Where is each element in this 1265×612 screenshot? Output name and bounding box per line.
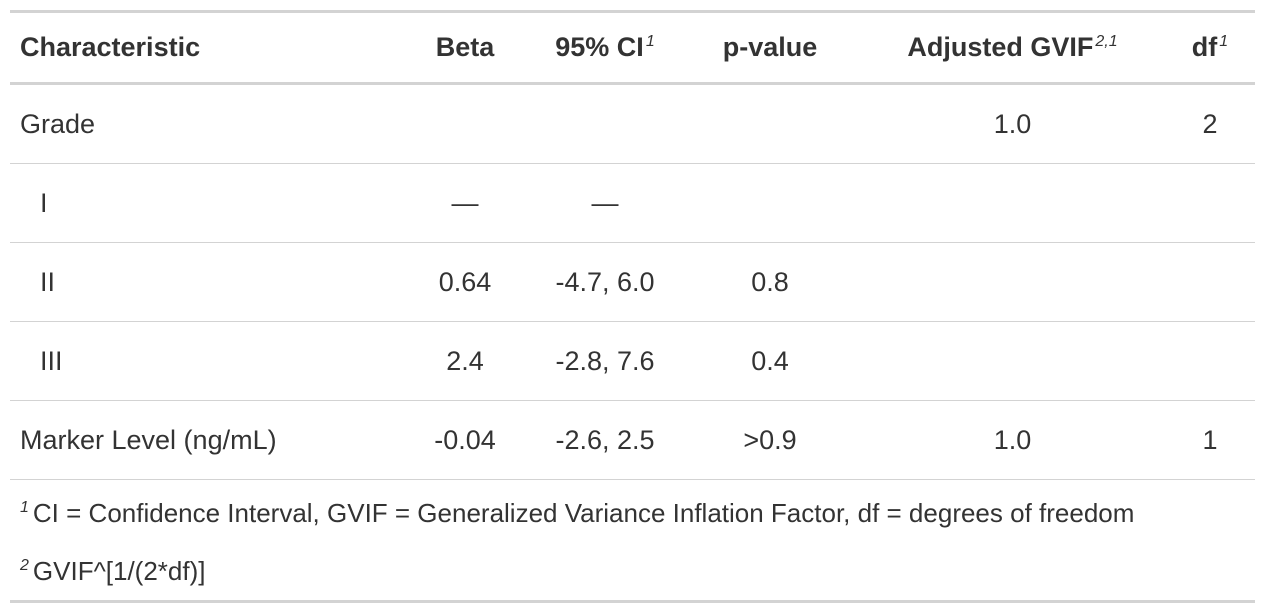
table-cell: 0.4 bbox=[680, 321, 860, 401]
table-cell bbox=[400, 83, 530, 164]
footnote-row: 1 CI = Confidence Interval, GVIF = Genera… bbox=[10, 480, 1255, 543]
footnote-mark: 1 bbox=[645, 33, 655, 50]
footnote-mark: 1 bbox=[20, 498, 29, 516]
table-row: Grade 1.0 2 bbox=[10, 83, 1255, 164]
footnote-mark: 1 bbox=[1219, 33, 1229, 50]
table-cell: I bbox=[10, 163, 400, 243]
table-cell: 1 bbox=[1165, 400, 1255, 480]
column-label: Characteristic bbox=[20, 32, 201, 62]
table-cell bbox=[860, 242, 1165, 322]
table-cell bbox=[1165, 242, 1255, 322]
footnote: 1 CI = Confidence Interval, GVIF = Genera… bbox=[10, 480, 1255, 543]
table-cell: >0.9 bbox=[680, 400, 860, 480]
table-cell: 1.0 bbox=[860, 83, 1165, 164]
table-cell bbox=[1165, 321, 1255, 401]
column-label: df bbox=[1191, 32, 1218, 62]
footnote-row: 2 GVIF^[1/(2*df)] bbox=[10, 542, 1255, 602]
table-row: II 0.64 -4.7, 6.0 0.8 bbox=[10, 242, 1255, 322]
table-footnotes: 1 CI = Confidence Interval, GVIF = Genera… bbox=[10, 480, 1255, 602]
table-cell: -4.7, 6.0 bbox=[530, 242, 680, 322]
table-cell: 2 bbox=[1165, 83, 1255, 164]
column-header: Adjusted GVIF 2,1 bbox=[860, 11, 1165, 85]
column-label: 95% CI bbox=[555, 32, 644, 62]
regression-table: Characteristic Beta 95% CI 1 p-value Adjusted… bbox=[10, 10, 1255, 603]
footnote-mark: 2 bbox=[20, 556, 29, 574]
table-cell: — bbox=[530, 163, 680, 243]
table-row: I — — bbox=[10, 163, 1255, 243]
table-body: Grade 1.0 2 I — — II 0.64 -4.7, 6.0 0.8 III 2.4 -2.8… bbox=[10, 83, 1255, 480]
table-cell: — bbox=[400, 163, 530, 243]
table-cell bbox=[680, 83, 860, 164]
column-header: df 1 bbox=[1165, 11, 1255, 85]
table-cell bbox=[680, 163, 860, 243]
table-cell: 0.8 bbox=[680, 242, 860, 322]
table-cell: -2.6, 2.5 bbox=[530, 400, 680, 480]
table-cell bbox=[860, 163, 1165, 243]
column-header: Characteristic bbox=[10, 11, 400, 85]
table-cell: -0.04 bbox=[400, 400, 530, 480]
column-header: p-value bbox=[680, 11, 860, 85]
table-cell: II bbox=[10, 242, 400, 322]
column-header: 95% CI 1 bbox=[530, 11, 680, 85]
table-cell: 1.0 bbox=[860, 400, 1165, 480]
column-label: Adjusted GVIF bbox=[907, 32, 1094, 62]
table-cell: Marker Level (ng/mL) bbox=[10, 400, 400, 480]
table-cell bbox=[530, 83, 680, 164]
footnote-text: CI = Confidence Interval, GVIF = General… bbox=[32, 497, 1135, 528]
table-cell: 2.4 bbox=[400, 321, 530, 401]
header-row: Characteristic Beta 95% CI 1 p-value Adjusted… bbox=[10, 11, 1255, 85]
table-cell bbox=[860, 321, 1165, 401]
footnote-mark: 2,1 bbox=[1095, 33, 1118, 50]
column-header: Beta bbox=[400, 11, 530, 85]
table-cell: 0.64 bbox=[400, 242, 530, 322]
column-label: p-value bbox=[722, 32, 818, 62]
table-row: Marker Level (ng/mL) -0.04 -2.6, 2.5 >0.9 1.… bbox=[10, 400, 1255, 480]
table-cell: Grade bbox=[10, 83, 400, 164]
footnote-text: GVIF^[1/(2*df)] bbox=[32, 555, 206, 586]
table-cell: -2.8, 7.6 bbox=[530, 321, 680, 401]
table-row: III 2.4 -2.8, 7.6 0.4 bbox=[10, 321, 1255, 401]
footnote: 2 GVIF^[1/(2*df)] bbox=[10, 542, 1255, 602]
column-label: Beta bbox=[435, 32, 495, 62]
table-cell bbox=[1165, 163, 1255, 243]
table-cell: III bbox=[10, 321, 400, 401]
